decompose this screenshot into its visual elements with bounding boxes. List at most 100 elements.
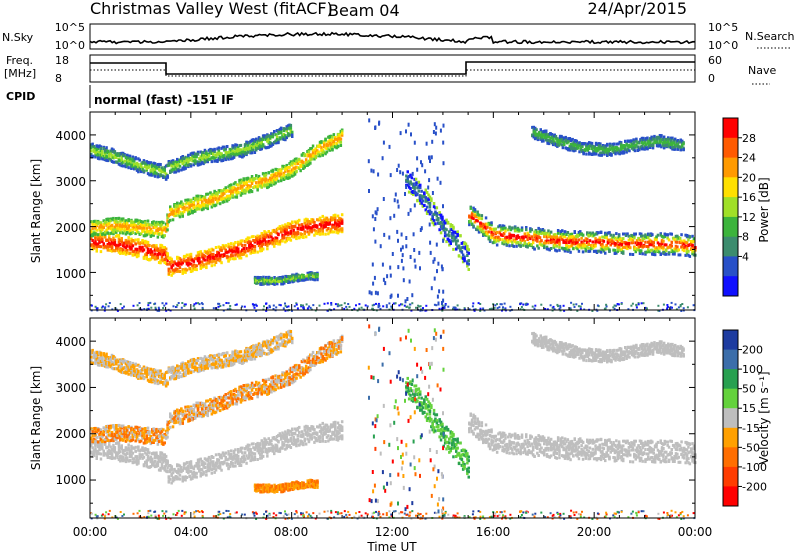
- power-cell: [212, 252, 215, 256]
- power-cell: [261, 237, 265, 240]
- power-cell: [228, 248, 232, 252]
- power-cell: [252, 239, 255, 242]
- power-cell: [271, 177, 275, 181]
- power-cell: [270, 173, 273, 177]
- power-cell: [407, 175, 411, 179]
- power-cell: [121, 251, 125, 255]
- power-cell: [234, 241, 237, 244]
- power-cell: [577, 230, 581, 234]
- power-cell: [586, 237, 589, 241]
- power-cell: [332, 140, 336, 144]
- power-cell: [288, 237, 291, 241]
- power-cell: [98, 150, 101, 154]
- power-cell: [257, 182, 261, 186]
- power-cell: [568, 138, 572, 142]
- power-cell: [123, 241, 126, 245]
- power-cell: [274, 178, 277, 182]
- power-cell: [610, 236, 614, 240]
- freq-trace: [90, 61, 695, 75]
- power-cell: [234, 257, 237, 261]
- power-noise: [158, 309, 161, 312]
- power-cell: [255, 281, 258, 285]
- power-cell: [325, 221, 329, 225]
- power-cell: [284, 223, 287, 227]
- power-cell: [94, 149, 97, 153]
- power-cell: [502, 242, 506, 246]
- power-cell: [176, 209, 179, 213]
- power-cell: [288, 169, 291, 173]
- power-cell: [501, 226, 504, 230]
- power-cell: [284, 240, 287, 244]
- power-cell: [108, 154, 111, 158]
- power-cell: [546, 141, 549, 145]
- power-cell: [171, 159, 175, 163]
- power-cell: [484, 222, 488, 226]
- power-cell: [313, 157, 316, 161]
- power-cell: [200, 252, 204, 256]
- power-cell: [156, 235, 160, 239]
- power-cell: [217, 151, 221, 155]
- power-cell: [267, 139, 270, 143]
- power-cell: [652, 241, 655, 245]
- power-cell: [493, 238, 496, 242]
- power-cell: [259, 277, 262, 281]
- power-cell: [115, 234, 118, 238]
- power-cell: [332, 144, 336, 148]
- power-cell: [420, 201, 423, 205]
- power-noise: [390, 305, 393, 308]
- power-cell: [96, 235, 100, 239]
- power-cell: [331, 223, 334, 227]
- power-cell: [585, 152, 588, 156]
- power-cell: [198, 261, 201, 265]
- power-cell: [651, 137, 655, 141]
- power-cell: [594, 148, 598, 152]
- power-cell: [328, 148, 331, 152]
- power-cell: [588, 231, 592, 235]
- power-cell: [223, 145, 226, 149]
- power-cell: [423, 204, 426, 207]
- power-cell: [256, 281, 260, 285]
- power-cell: [313, 233, 316, 237]
- power-cell: [237, 183, 240, 187]
- power-cell: [278, 128, 282, 131]
- power-cell: [545, 239, 549, 243]
- power-cell: [156, 256, 160, 260]
- power-cell: [191, 210, 194, 214]
- power-cell: [212, 201, 215, 205]
- power-cell: [661, 141, 664, 145]
- power-cell: [264, 233, 268, 237]
- power-cell: [640, 234, 643, 238]
- power-cell: [239, 186, 243, 190]
- power-cell: [551, 235, 554, 239]
- power-cell: [334, 216, 337, 220]
- power-cell: [651, 252, 654, 256]
- power-cell: [518, 243, 521, 247]
- power-cell: [637, 245, 640, 249]
- power-cell: [178, 164, 182, 168]
- power-cell: [638, 251, 642, 255]
- power-noise: [330, 302, 333, 304]
- power-cell: [257, 236, 261, 240]
- power-cell: [163, 248, 166, 252]
- power-cell: [405, 178, 408, 182]
- power-cell: [266, 233, 269, 237]
- power-cell: [466, 246, 469, 250]
- power-cell: [207, 148, 211, 152]
- power-cell: [598, 249, 601, 253]
- power-cell: [673, 236, 676, 240]
- power-cell: [149, 257, 153, 261]
- power-cell: [624, 147, 627, 151]
- power-cell: [456, 245, 459, 249]
- power-cell: [235, 150, 239, 153]
- power-cell: [194, 265, 197, 269]
- power-cell: [296, 161, 300, 165]
- power-cell: [266, 133, 269, 137]
- power-cell: [109, 238, 112, 242]
- power-cell: [292, 159, 295, 163]
- power-cell: [302, 274, 305, 277]
- power-cell: [221, 158, 225, 162]
- power-cell: [174, 213, 178, 217]
- power-cell: [200, 208, 204, 212]
- power-cell: [282, 229, 286, 233]
- power-cell: [282, 127, 286, 131]
